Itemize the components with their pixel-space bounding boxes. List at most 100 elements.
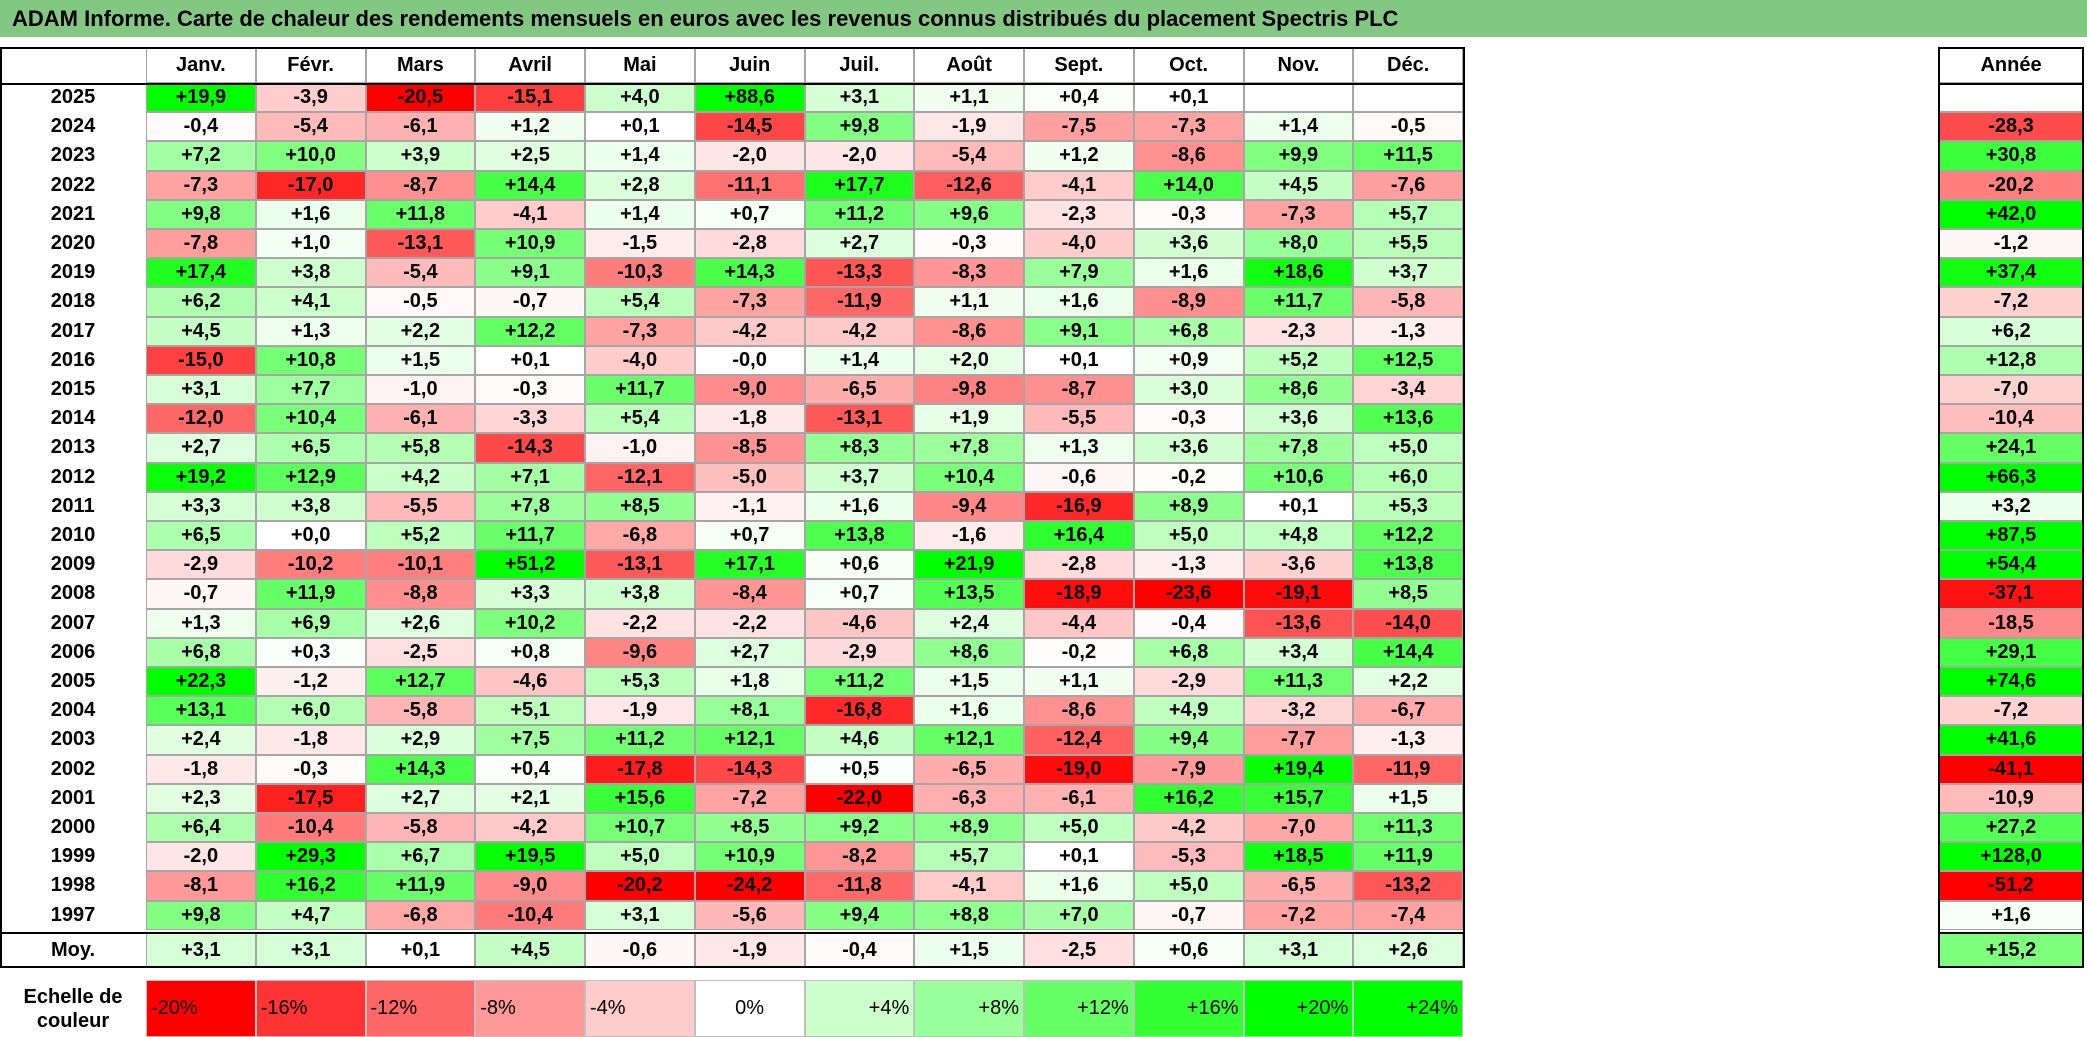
heatmap-cell: -4,0	[1024, 229, 1134, 259]
heatmap-cell: +1,4	[804, 345, 915, 375]
heatmap-cell: +1,3	[255, 316, 366, 346]
heatmap-cell: +5,4	[585, 287, 695, 317]
heatmap-cell: -1,0	[365, 375, 476, 405]
heatmap-cell: -1,6	[914, 521, 1024, 551]
heatmap-cell: -6,8	[585, 521, 695, 551]
heatmap-cell: +0,7	[694, 521, 805, 551]
heatmap-cell: +3,8	[255, 491, 366, 521]
heatmap-cell: -6,1	[365, 404, 476, 434]
color-scale-stop: +16%	[1133, 980, 1244, 1037]
heatmap-cell: -4,2	[694, 316, 805, 346]
heatmap-cell: -0,5	[365, 287, 476, 317]
heatmap-cell: -0,3	[914, 229, 1024, 259]
heatmap-cell: -2,3	[1024, 199, 1134, 229]
heatmap-cell: -7,9	[1133, 754, 1244, 784]
year-label: 2014	[50, 407, 96, 430]
heatmap-cell: -7,0	[1243, 813, 1354, 843]
color-scale-stop: 0%	[694, 980, 805, 1037]
heatmap-cell: +0,4	[1024, 83, 1134, 113]
heatmap-cell: +3,3	[146, 491, 256, 521]
heatmap-cell: -6,1	[365, 112, 476, 142]
heatmap-cell: +1,3	[146, 608, 256, 638]
heatmap-cell: -4,6	[475, 667, 585, 697]
heatmap-cell: -7,3	[585, 316, 695, 346]
heatmap-cell: +11,2	[585, 725, 695, 755]
heatmap-cell: -8,3	[914, 258, 1024, 288]
annual-cell: +1,6	[1938, 900, 2084, 930]
heatmap-cell: -8,8	[365, 579, 476, 609]
year-label: 2013	[50, 436, 96, 459]
heatmap-cell: +8,8	[914, 900, 1024, 930]
heatmap-cell: -4,2	[804, 316, 915, 346]
heatmap-cell: +12,9	[255, 462, 366, 492]
heatmap-cell: +11,8	[365, 199, 476, 229]
heatmap-cell: +9,2	[804, 813, 915, 843]
heatmap-cell: -6,1	[1024, 783, 1134, 813]
heatmap-cell: +1,2	[1024, 141, 1134, 171]
year-column-header: Année	[1938, 47, 2084, 83]
heatmap-cell: +5,1	[475, 696, 585, 726]
heatmap-cell: +1,0	[255, 229, 366, 259]
heatmap-cell: -0,0	[694, 345, 805, 375]
heatmap-cell: -8,6	[1024, 696, 1134, 726]
heatmap-cell: +8,3	[804, 433, 915, 463]
heatmap-cell: -0,3	[1133, 404, 1244, 434]
heatmap-cell: +6,0	[255, 696, 366, 726]
heatmap-cell: +3,1	[804, 83, 915, 113]
heatmap-cell: -19,0	[1024, 754, 1134, 784]
heatmap-cell: +0,7	[804, 579, 915, 609]
annual-cell: -10,4	[1938, 404, 2084, 434]
heatmap-cell: +5,2	[1243, 345, 1354, 375]
heatmap-cell: +8,9	[1133, 491, 1244, 521]
heatmap-cell: -10,3	[585, 258, 695, 288]
heatmap-cell: -5,5	[365, 491, 476, 521]
heatmap-cell: +1,6	[804, 491, 915, 521]
heatmap-cell: -20,2	[585, 871, 695, 901]
heatmap-cell: -12,0	[146, 404, 256, 434]
heatmap-cell: +18,5	[1243, 842, 1354, 872]
heatmap-cell: +19,4	[1243, 754, 1354, 784]
heatmap-cell: -1,2	[255, 667, 366, 697]
heatmap-cell: -9,4	[914, 491, 1024, 521]
annual-cell: +87,5	[1938, 521, 2084, 551]
heatmap-cell: -6,5	[914, 754, 1024, 784]
heatmap-cell: +2,7	[804, 229, 915, 259]
heatmap-cell: +3,6	[1133, 229, 1244, 259]
heatmap-cell: -17,8	[585, 754, 695, 784]
heatmap-cell: +10,7	[585, 813, 695, 843]
heatmap-cell: +9,8	[804, 112, 915, 142]
year-label: 2011	[51, 494, 95, 517]
heatmap-cell: +10,6	[1243, 462, 1354, 492]
annual-cell: +128,0	[1938, 842, 2084, 872]
heatmap-cell: +4,5	[146, 316, 256, 346]
heatmap-cell: -8,7	[1024, 375, 1134, 405]
heatmap-cell: +9,4	[1133, 725, 1244, 755]
heatmap-cell: +9,1	[475, 258, 585, 288]
color-scale-stop: +24%	[1353, 980, 1463, 1037]
heatmap-cell: +11,9	[1353, 842, 1463, 872]
heatmap-cell: +6,4	[146, 813, 256, 843]
heatmap-cell: +1,1	[914, 287, 1024, 317]
year-label: 2017	[50, 319, 96, 342]
heatmap-cell: -24,2	[694, 871, 805, 901]
color-scale-stop: +12%	[1024, 980, 1134, 1037]
color-scale-stop: +4%	[804, 980, 915, 1037]
year-label: 2008	[50, 582, 96, 605]
heatmap-cell: +9,6	[914, 199, 1024, 229]
year-label: 2002	[50, 757, 96, 780]
average-cell: +3,1	[146, 932, 256, 968]
heatmap-cell: -14,5	[694, 112, 805, 142]
heatmap-cell: -13,1	[804, 404, 915, 434]
heatmap-cell: +4,2	[365, 462, 476, 492]
heatmap-cell: -23,6	[1133, 579, 1244, 609]
heatmap-cell: +3,8	[585, 579, 695, 609]
heatmap-cell: +10,8	[255, 345, 366, 375]
year-label: 2025	[50, 86, 96, 109]
heatmap-cell: -1,8	[255, 725, 366, 755]
heatmap-cell: +8,6	[1243, 375, 1354, 405]
heatmap-cell: -13,1	[585, 550, 695, 580]
heatmap-cell: -6,3	[914, 783, 1024, 813]
heatmap-cell: -4,1	[475, 199, 585, 229]
color-scale-stop: +8%	[914, 980, 1024, 1037]
